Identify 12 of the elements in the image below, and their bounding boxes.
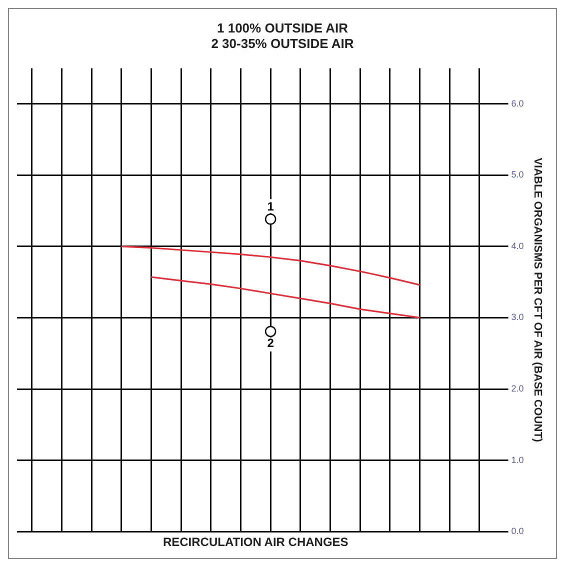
- y-tick-label: 1.0: [511, 454, 524, 465]
- y-tick-label: 2.0: [511, 384, 524, 394]
- text: 2: [267, 336, 274, 350]
- x-axis-title: RECIRCULATION AIR CHANGES: [162, 535, 348, 550]
- y-tick-label: 3.0: [511, 312, 524, 322]
- y-tick-label: 0.0: [511, 526, 524, 536]
- chart-title: 1 100% OUTSIDE AIR 2 30-35% OUTSIDE AIR: [211, 20, 354, 51]
- y-tick-label: 4.0: [511, 240, 524, 251]
- y-tick-label: 6.0: [511, 98, 524, 108]
- y-axis-title: VIABLE ORGANISMS PER CFT OF AIR (BASE COUNT): [531, 158, 544, 442]
- text: 1: [267, 199, 274, 214]
- y-tick-label: 5.0: [511, 170, 524, 180]
